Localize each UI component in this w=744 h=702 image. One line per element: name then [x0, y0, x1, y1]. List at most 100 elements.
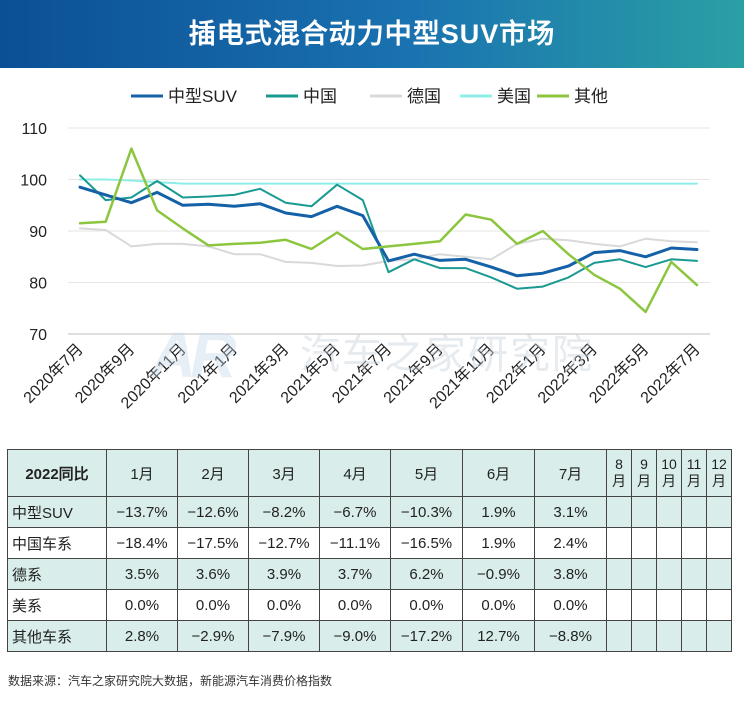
table-cell: 1.9%: [462, 527, 535, 559]
legend-label: 中国: [303, 87, 337, 106]
table-row-label: 中型SUV: [7, 496, 107, 528]
table-header-row: 2022同比 1月 2月 3月 4月 5月 6月 7月 8 月 9 月 10 月 11 月 12 月: [7, 449, 732, 497]
table-row-label: 德系: [7, 558, 107, 590]
table-row: 德系 3.5% 3.6% 3.9% 3.7% 6.2% −0.9% 3.8%: [7, 558, 732, 590]
table-cell: [631, 589, 657, 621]
y-tick-label: 110: [21, 121, 47, 138]
table-cell: 1.9%: [462, 496, 535, 528]
table-cell: −9.0%: [319, 620, 391, 652]
table-cell: −16.5%: [390, 527, 463, 559]
table-cell: [681, 620, 707, 652]
table-cell: [606, 620, 632, 652]
table-cell: [681, 589, 707, 621]
table-cell: −18.4%: [106, 527, 178, 559]
y-tick-label: 90: [29, 224, 47, 241]
table-cell: 0.0%: [534, 589, 607, 621]
table-month-header: 12 月: [706, 449, 732, 497]
table-cell: 12.7%: [462, 620, 535, 652]
chart-series: [78, 147, 699, 314]
table-cell: [706, 558, 732, 590]
table-cell: [706, 496, 732, 528]
table-row: 中型SUV −13.7% −12.6% −8.2% −6.7% −10.3% 1.9% 3.1…: [7, 496, 732, 528]
table-cell: −12.6%: [177, 496, 249, 528]
title-banner: [0, 0, 744, 68]
table-month-header: 7月: [534, 449, 607, 497]
table-cell: 0.0%: [462, 589, 535, 621]
table-cell: [606, 558, 632, 590]
watermark-text: 汽车之家研究院: [300, 333, 594, 377]
y-tick-label: 70: [29, 327, 47, 344]
table-cell: [681, 558, 707, 590]
table-cell: [656, 527, 682, 559]
yoy-table: 2022同比 1月 2月 3月 4月 5月 6月 7月 8 月 9 月 10 月 11 月 12 月中型SUV −1…: [7, 449, 732, 652]
series-line-1: [79, 174, 698, 290]
table-cell: 0.0%: [106, 589, 178, 621]
table-month-header: 4月: [319, 449, 391, 497]
table-cell: 0.0%: [390, 589, 463, 621]
legend-label: 其他: [574, 87, 608, 106]
table-month-header: 3月: [248, 449, 320, 497]
watermark-logo: AR: [150, 319, 236, 391]
table-cell: [706, 620, 732, 652]
table-month-header: 6月: [462, 449, 535, 497]
y-tick-label: 80: [29, 276, 47, 293]
table-cell: −0.9%: [462, 558, 535, 590]
table-cell: [631, 527, 657, 559]
table-cell: 3.1%: [534, 496, 607, 528]
table-cell: −6.7%: [319, 496, 391, 528]
table-cell: [706, 589, 732, 621]
table-cell: [656, 620, 682, 652]
table-cell: [606, 496, 632, 528]
table-cell: 3.5%: [106, 558, 178, 590]
table-cell: −17.2%: [390, 620, 463, 652]
series-line-0: [78, 185, 699, 278]
table-corner: 2022同比: [7, 449, 107, 497]
table-month-header: 11 月: [681, 449, 707, 497]
table-cell: −17.5%: [177, 527, 249, 559]
table-cell: −8.2%: [248, 496, 320, 528]
table-cell: 6.2%: [390, 558, 463, 590]
table-cell: [631, 496, 657, 528]
table-cell: 0.0%: [319, 589, 391, 621]
y-tick-label: 100: [20, 173, 47, 190]
table-row-label: 美系: [7, 589, 107, 621]
table-row: 美系 0.0% 0.0% 0.0% 0.0% 0.0% 0.0% 0.0%: [7, 589, 732, 621]
table-cell: −11.1%: [319, 527, 391, 559]
table-row: 其他车系 2.8% −2.9% −7.9% −9.0% −17.2% 12.7% −8.8%: [7, 620, 732, 652]
table-cell: −13.7%: [106, 496, 178, 528]
table-cell: −2.9%: [177, 620, 249, 652]
table-cell: [681, 527, 707, 559]
y-axis-ticks: 70 80 90 100 110: [20, 121, 47, 344]
table-cell: [606, 527, 632, 559]
table-cell: 0.0%: [248, 589, 320, 621]
series-line-4: [78, 147, 699, 314]
legend-label: 美国: [497, 87, 531, 106]
table-cell: −10.3%: [390, 496, 463, 528]
table-month-header: 5月: [390, 449, 463, 497]
series-line-3: [79, 178, 698, 185]
table-row-label: 中国车系: [7, 527, 107, 559]
table-cell: [631, 620, 657, 652]
table-month-header: 1月: [106, 449, 178, 497]
table-cell: −7.9%: [248, 620, 320, 652]
table-cell: [656, 589, 682, 621]
table-cell: −12.7%: [248, 527, 320, 559]
table-cell: 2.4%: [534, 527, 607, 559]
table-row: 中国车系 −18.4% −17.5% −12.7% −11.1% −16.5% 1.9% 2.…: [7, 527, 732, 559]
table-cell: 2.8%: [106, 620, 178, 652]
table-cell: [656, 496, 682, 528]
table-cell: [656, 558, 682, 590]
table-cell: [706, 527, 732, 559]
table-cell: 0.0%: [177, 589, 249, 621]
data-source-note: 数据来源：汽车之家研究院大数据，新能源汽车消费价格指数: [8, 674, 333, 688]
table-month-header: 10 月: [656, 449, 682, 497]
table-month-header: 2月: [177, 449, 249, 497]
table-cell: [631, 558, 657, 590]
table-cell: 3.7%: [319, 558, 391, 590]
table-row-label: 其他车系: [7, 620, 107, 652]
table-cell: −8.8%: [534, 620, 607, 652]
legend-label: 中型SUV: [168, 87, 238, 106]
